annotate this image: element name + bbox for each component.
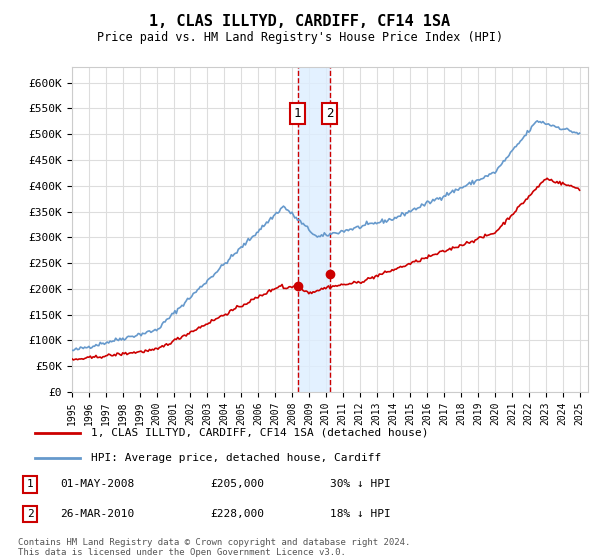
Text: 01-MAY-2008: 01-MAY-2008 [60,479,134,489]
Text: £228,000: £228,000 [210,509,264,519]
Text: 2: 2 [26,509,34,519]
Bar [298,67,329,392]
Text: 18% ↓ HPI: 18% ↓ HPI [330,509,391,519]
Text: 2: 2 [326,107,334,120]
Text: Price paid vs. HM Land Registry's House Price Index (HPI): Price paid vs. HM Land Registry's House … [97,31,503,44]
Text: 1, CLAS ILLTYD, CARDIFF, CF14 1SA (detached house): 1, CLAS ILLTYD, CARDIFF, CF14 1SA (detac… [91,428,429,438]
Text: 1: 1 [294,107,301,120]
Text: HPI: Average price, detached house, Cardiff: HPI: Average price, detached house, Card… [91,452,382,463]
Text: 1, CLAS ILLTYD, CARDIFF, CF14 1SA: 1, CLAS ILLTYD, CARDIFF, CF14 1SA [149,14,451,29]
Text: 30% ↓ HPI: 30% ↓ HPI [330,479,391,489]
Text: 26-MAR-2010: 26-MAR-2010 [60,509,134,519]
Text: Contains HM Land Registry data © Crown copyright and database right 2024.
This d: Contains HM Land Registry data © Crown c… [18,538,410,557]
Text: 1: 1 [26,479,34,489]
Text: £205,000: £205,000 [210,479,264,489]
